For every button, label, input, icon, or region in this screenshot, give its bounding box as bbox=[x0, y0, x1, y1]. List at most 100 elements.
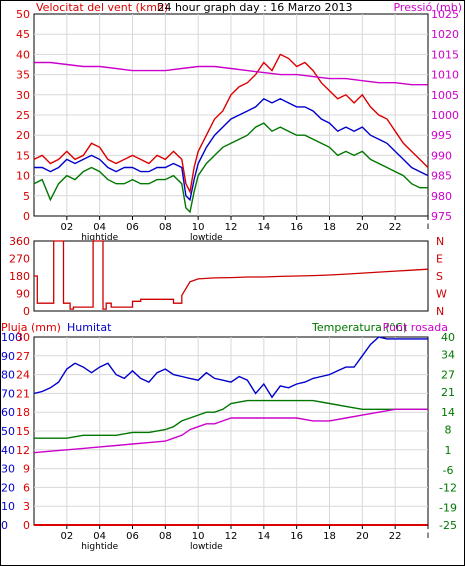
pressure-ytick-label: 985 bbox=[431, 170, 452, 183]
climate-panel-xtick-label: 14 bbox=[257, 531, 270, 542]
humidity-line bbox=[33, 336, 428, 399]
compass-label: N bbox=[436, 235, 444, 248]
wind-panel-xtick-label: 04 bbox=[93, 222, 106, 233]
direction-ytick-label: 360 bbox=[9, 235, 30, 248]
rain-ytick-label: 3 bbox=[23, 500, 30, 513]
chart-title: 24 hour graph day : 16 Marzo 2013 bbox=[157, 1, 352, 14]
wind-ytick-label: 25 bbox=[16, 109, 30, 122]
climate-panel-tide-label: lowtide bbox=[190, 542, 223, 552]
wind-ytick-label: 0 bbox=[23, 210, 30, 223]
direction-panel bbox=[33, 240, 429, 312]
rain-ytick-label: 9 bbox=[23, 463, 30, 476]
rain-ytick-label: 0 bbox=[23, 519, 30, 532]
wind-ytick-label: 35 bbox=[16, 69, 30, 82]
wind-panel-xtick-label: 12 bbox=[225, 222, 238, 233]
dewpoint-axis-title: Punt rosada bbox=[383, 321, 448, 334]
wind-panel-xtick-label: 16 bbox=[290, 222, 303, 233]
compass-label: E bbox=[436, 253, 443, 266]
wind-direction-line bbox=[34, 240, 429, 310]
humidity-ytick-label: 40 bbox=[1, 444, 15, 457]
pressure-ytick-label: 980 bbox=[431, 190, 452, 203]
temperature-ytick-label: 1 bbox=[445, 444, 452, 457]
wind-ytick-label: 20 bbox=[16, 129, 30, 142]
climate-panel-xtick-label: 16 bbox=[290, 531, 303, 542]
wind-gust-line bbox=[33, 53, 429, 195]
pressure-ytick-label: 975 bbox=[431, 210, 452, 223]
temperature-ytick-label: 40 bbox=[441, 331, 455, 344]
climate-panel-xtick-label: 10 bbox=[192, 531, 205, 542]
rain-ytick-label: 24 bbox=[16, 369, 30, 382]
temperature-ytick-label: 27 bbox=[441, 369, 455, 382]
direction-ytick-label: 90 bbox=[16, 288, 30, 301]
compass-label: N bbox=[436, 305, 444, 318]
wind-panel-xtick-label: 10 bbox=[192, 222, 205, 233]
wind-ytick-label: 5 bbox=[23, 190, 30, 203]
compass-label: S bbox=[436, 270, 443, 283]
climate-panel-tide-label: hightide bbox=[81, 542, 118, 552]
wind-panel-tide-label: hightide bbox=[81, 233, 118, 243]
humidity-ytick-label: 80 bbox=[1, 369, 15, 382]
climate-panel-xtick-end: ı bbox=[427, 530, 430, 541]
climate-panel-xtick-label: 06 bbox=[126, 531, 139, 542]
temperature-ytick-label: 8 bbox=[445, 424, 452, 437]
humidity-axis-title: Humitat bbox=[67, 321, 112, 334]
wind-panel-xtick-label: 08 bbox=[159, 222, 172, 233]
humidity-ytick-label: 10 bbox=[1, 500, 15, 513]
wind-axis-title: Velocitat del vent (kmh) bbox=[36, 1, 168, 14]
pressure-axis-title: Pressió (mb) bbox=[393, 1, 462, 14]
wind-ytick-label: 10 bbox=[16, 170, 30, 183]
humidity-ytick-label: 30 bbox=[1, 463, 15, 476]
temperature-axis-title: Temperatura (°C) bbox=[311, 321, 407, 334]
pressure-ytick-label: 995 bbox=[431, 129, 452, 142]
humidity-ytick-label: 70 bbox=[1, 387, 15, 400]
rain-ytick-label: 18 bbox=[16, 406, 30, 419]
wind-average-line bbox=[34, 97, 429, 202]
climate-panel-xtick-label: 04 bbox=[93, 531, 106, 542]
humidity-ytick-label: 0 bbox=[1, 519, 8, 532]
wind-panel-xtick-label: 14 bbox=[257, 222, 270, 233]
humidity-ytick-label: 60 bbox=[1, 406, 15, 419]
rain-ytick-label: 15 bbox=[16, 425, 30, 438]
humidity-ytick-label: 100 bbox=[1, 331, 22, 344]
rain-ytick-label: 27 bbox=[16, 350, 30, 363]
wind-panel-tide-label: lowtide bbox=[190, 233, 223, 243]
temperature-ytick-label: -19 bbox=[439, 502, 457, 515]
climate-panel-xtick-label: 12 bbox=[225, 531, 238, 542]
climate-panel-xtick-label: 18 bbox=[323, 531, 336, 542]
compass-label: W bbox=[436, 288, 447, 301]
pressure-ytick-label: 1015 bbox=[431, 48, 459, 61]
humidity-ytick-label: 20 bbox=[1, 481, 15, 494]
wind-panel-xtick-label: 20 bbox=[356, 222, 369, 233]
wind-panel-xtick-label: 22 bbox=[389, 222, 402, 233]
wind-speed-line bbox=[33, 122, 428, 214]
direction-ytick-label: 270 bbox=[9, 253, 30, 266]
pressure-ytick-label: 1025 bbox=[431, 8, 459, 21]
direction-ytick-label: 180 bbox=[9, 270, 30, 283]
rain-ytick-label: 30 bbox=[16, 331, 30, 344]
wind-panel-xtick-label: 02 bbox=[60, 222, 73, 233]
temperature-ytick-label: -6 bbox=[443, 464, 454, 477]
humidity-ytick-label: 90 bbox=[1, 350, 15, 363]
temperature-ytick-label: 14 bbox=[441, 406, 455, 419]
temperature-line bbox=[34, 399, 428, 439]
climate-panel-xtick-label: 22 bbox=[389, 531, 402, 542]
climate-panel-xtick-label: 08 bbox=[159, 531, 172, 542]
pressure-ytick-label: 1005 bbox=[431, 89, 459, 102]
wind-panel-xtick-label: 06 bbox=[126, 222, 139, 233]
pressure-ytick-label: 1000 bbox=[431, 109, 459, 122]
wind-panel-xtick-label: 18 bbox=[323, 222, 336, 233]
rain-ytick-label: 12 bbox=[16, 444, 30, 457]
wind-ytick-label: 40 bbox=[16, 48, 30, 61]
temperature-ytick-label: -12 bbox=[439, 481, 457, 494]
pressure-ytick-label: 1020 bbox=[431, 28, 459, 41]
humidity-ytick-label: 50 bbox=[1, 425, 15, 438]
pressure-ytick-label: 1010 bbox=[431, 69, 459, 82]
temperature-ytick-label: 34 bbox=[441, 348, 455, 361]
pressure-ytick-label: 990 bbox=[431, 149, 452, 162]
wind-ytick-label: 15 bbox=[16, 149, 30, 162]
temperature-ytick-label: -25 bbox=[439, 519, 457, 532]
temperature-ytick-label: 21 bbox=[441, 386, 455, 399]
wind-ytick-label: 45 bbox=[16, 28, 30, 41]
direction-ytick-label: 0 bbox=[23, 305, 30, 318]
